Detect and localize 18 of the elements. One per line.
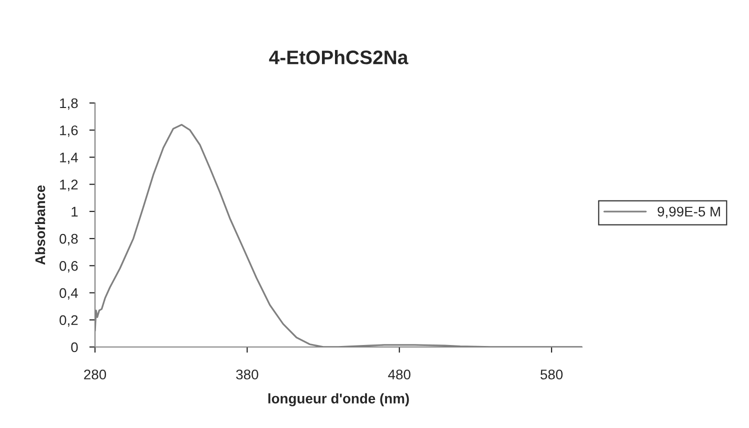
y-tick-label: 1,8: [60, 98, 78, 110]
y-tick-label: 1,6: [60, 125, 78, 137]
y-axis-title: Absorbance: [34, 185, 46, 265]
y-tick-label: 0,6: [60, 261, 78, 272]
y-tick-label: 1: [72, 206, 78, 216]
y-tick-label: 0,8: [60, 234, 78, 246]
y-tick-label: 0,4: [60, 288, 78, 300]
legend-label: 9,99E-5 M: [658, 206, 720, 218]
y-tick-label: 0: [71, 342, 78, 352]
x-tick-label: 380: [236, 370, 258, 380]
y-tick-label: 1,4: [60, 152, 78, 164]
x-tick-label: 480: [388, 370, 410, 380]
y-tick-label: 1,2: [60, 180, 78, 192]
x-tick-label: 580: [540, 370, 563, 380]
chart-title: 4-EtOPhCS2Na: [269, 50, 408, 64]
x-axis-title: longueur d'onde (nm): [268, 393, 409, 406]
x-tick-label: 280: [84, 370, 106, 380]
y-tick-label: 0,2: [60, 315, 78, 327]
